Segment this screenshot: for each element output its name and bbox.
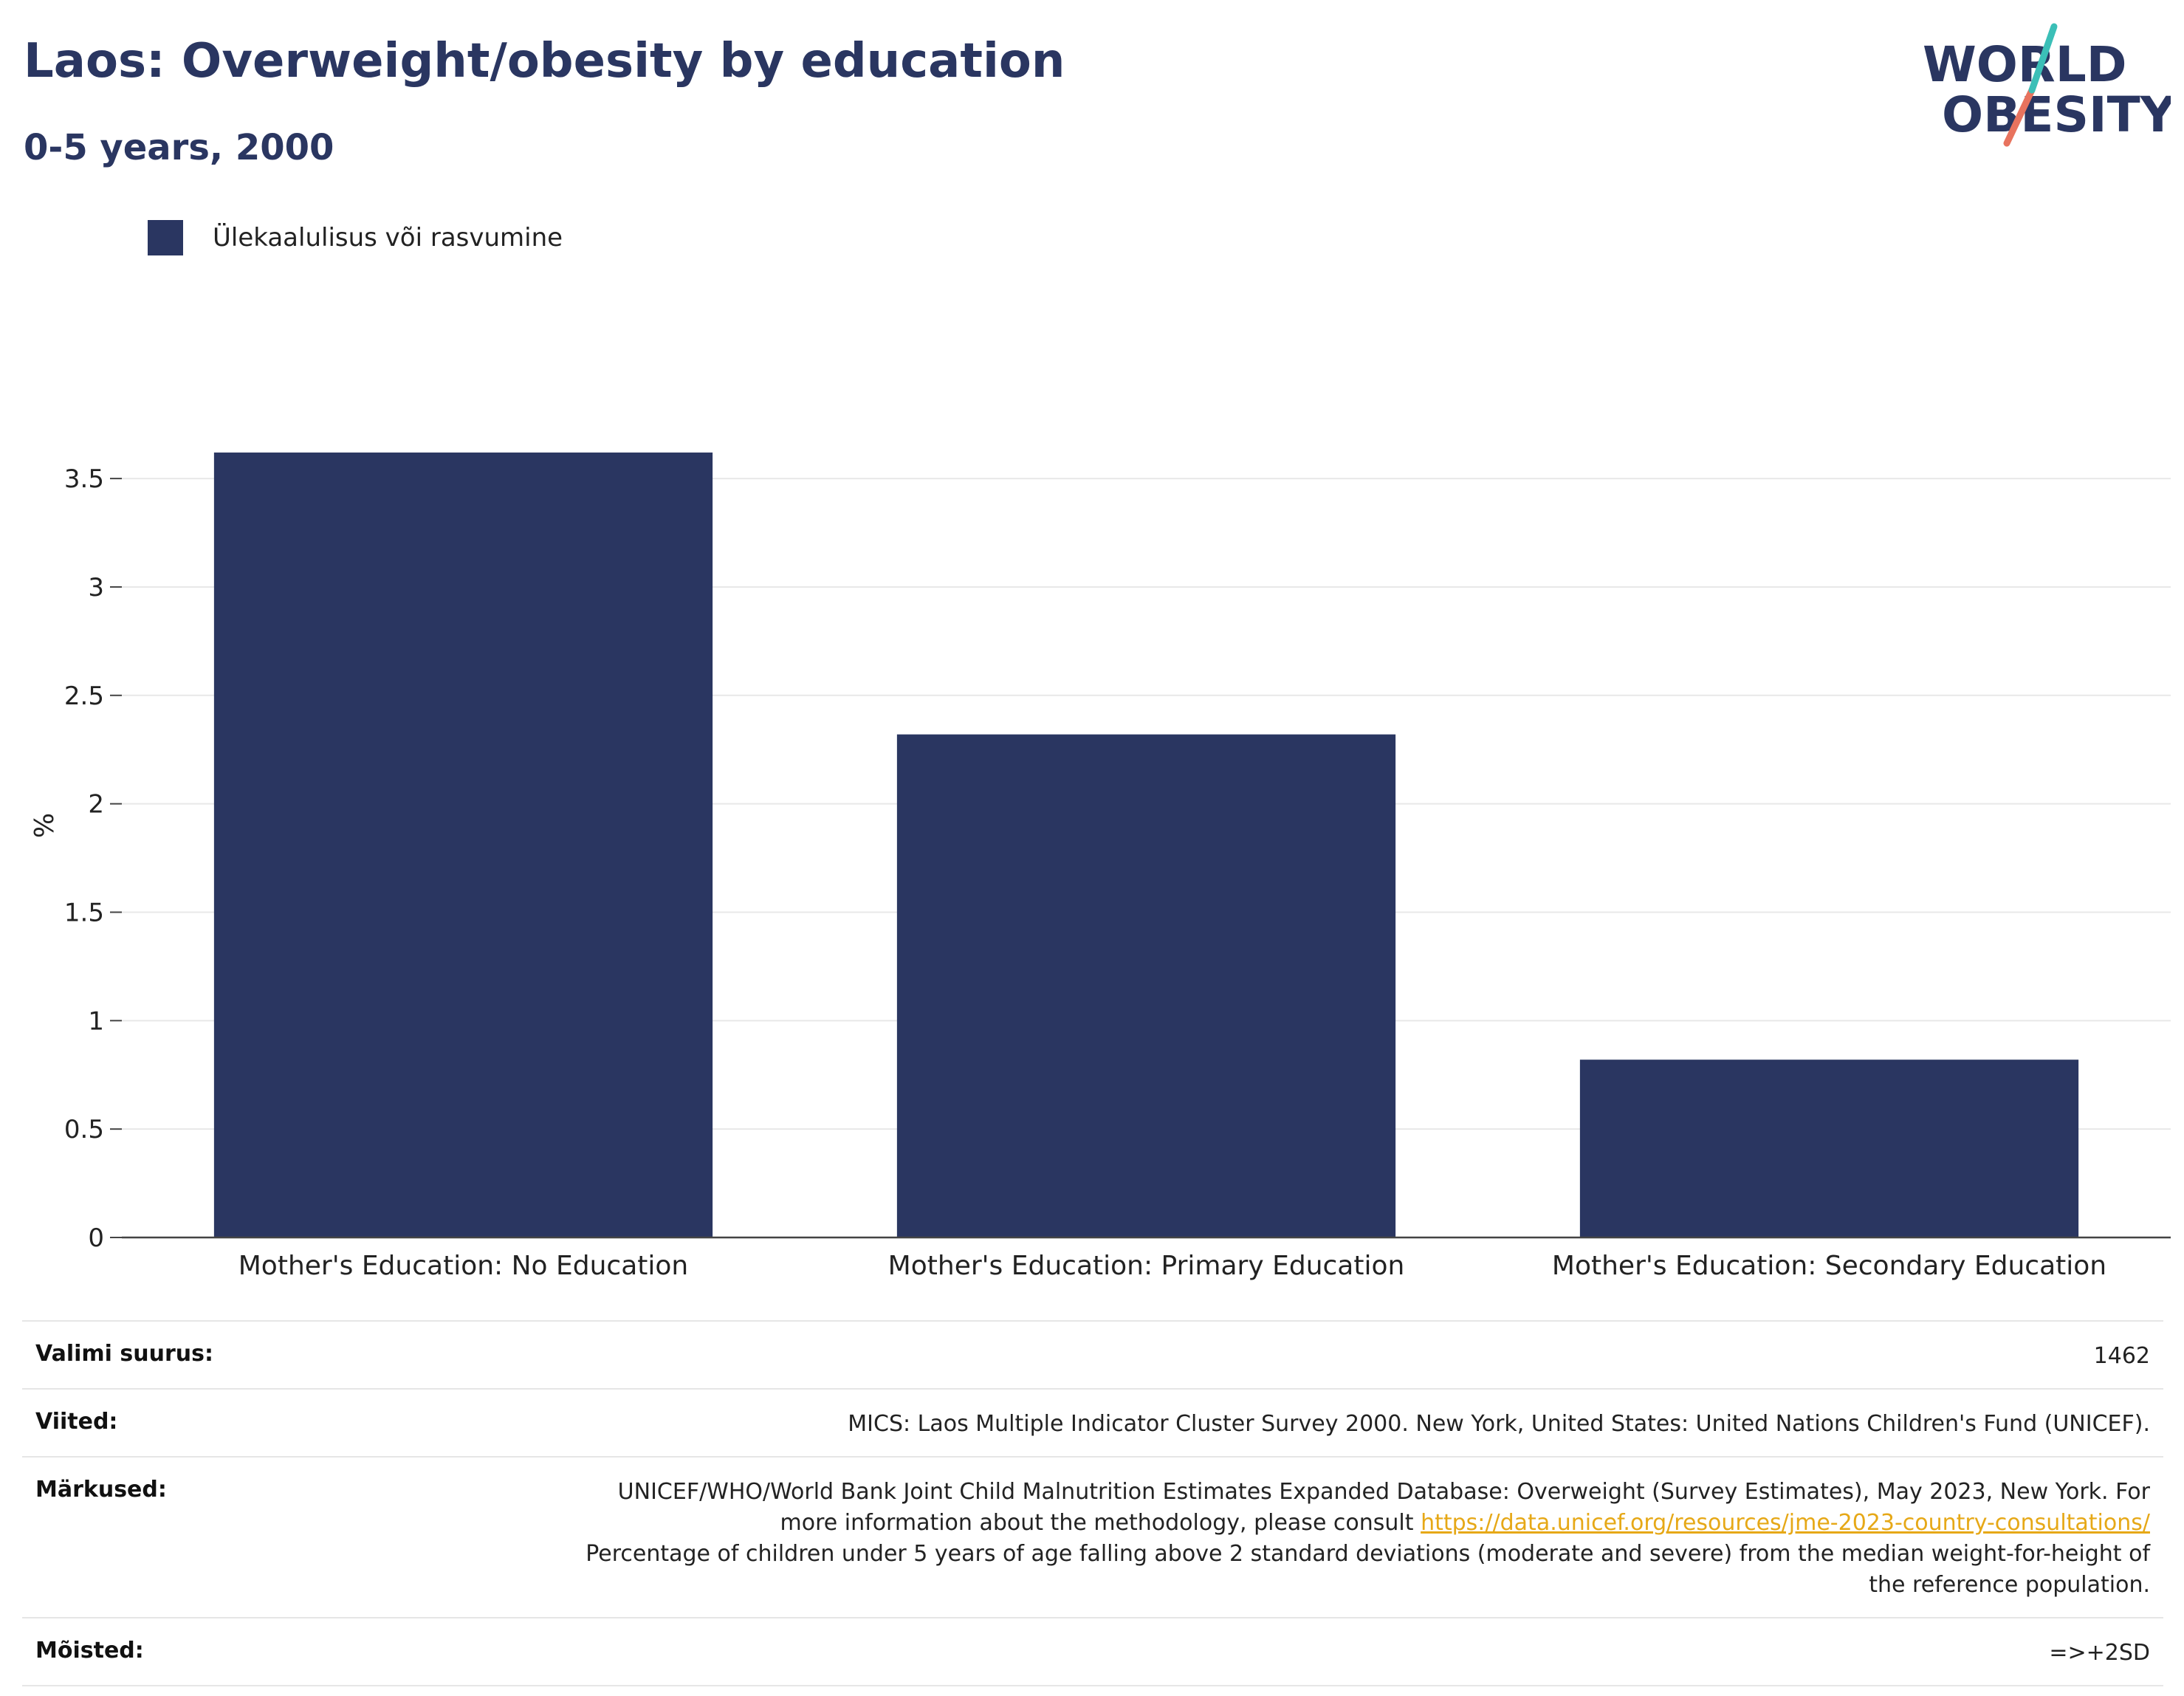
world-obesity-logo: WORLD OBESITY [1923,23,2171,147]
meta-row-sample-size: Valimi suurus: 1462 [22,1320,2163,1388]
logo-text-world: WORLD [1923,36,2127,93]
y-axis-label: % [30,813,60,838]
y-tick-label: 3 [88,573,104,602]
methodology-link[interactable]: https://data.unicef.org/resources/jme-20… [1421,1510,2150,1536]
references-value: MICS: Laos Multiple Indicator Cluster Su… [848,1411,2150,1437]
y-tick-label: 2 [88,790,104,820]
logo-slash-coral [2003,86,2036,147]
logo-slash-teal [2028,23,2058,94]
notes-text-1: UNICEF/WHO/World Bank Joint Child Malnut… [617,1479,2150,1536]
y-tick-label: 0 [88,1223,104,1253]
meta-row-references: Viited: MICS: Laos Multiple Indicator Cl… [22,1388,2163,1456]
page-title: Laos: Overweight/obesity by education [24,34,1065,89]
notes-value: UNICEF/WHO/World Bank Joint Child Malnut… [585,1477,2150,1601]
chart-legend: Ülekaalulisus või rasvumine [148,220,563,255]
definitions-value: =>+2SD [2049,1640,2150,1666]
notes-label: Märkused: [35,1477,167,1503]
x-tick-label: Mother's Education: Primary Education [888,1251,1405,1281]
y-tick-label: 3.5 [64,464,104,494]
references-label: Viited: [35,1409,118,1435]
metadata-table: Valimi suurus: 1462 Viited: MICS: Laos M… [22,1320,2163,1686]
y-tick-label: 1 [88,1006,104,1036]
bar-chart: 0 0.5 1 1.5 2 2.5 3 3.5% Mother's Education: No … [30,452,2171,1281]
bar [1579,1060,2079,1237]
logo-text-obesity: OBESITY [1942,86,2171,143]
page-subtitle: 0-5 years, 2000 [24,127,334,168]
legend-swatch [148,220,183,255]
x-tick-label: Mother's Education: No Education [238,1251,689,1281]
meta-row-notes: Märkused: UNICEF/WHO/World Bank Joint Ch… [22,1456,2163,1617]
notes-text-2: Percentage of children under 5 years of … [586,1541,2150,1598]
sample-size-value: 1462 [2093,1343,2150,1369]
bar [896,734,1396,1237]
definitions-label: Mõisted: [35,1638,144,1664]
y-tick-label: 0.5 [64,1115,104,1144]
bar [213,452,713,1237]
y-tick-label: 1.5 [64,898,104,927]
meta-row-definitions: Mõisted: =>+2SD [22,1617,2163,1686]
legend-label: Ülekaalulisus või rasvumine [213,223,563,253]
sample-size-label: Valimi suurus: [35,1341,213,1367]
y-tick-label: 2.5 [64,682,104,711]
x-tick-label: Mother's Education: Secondary Education [1552,1251,2106,1281]
